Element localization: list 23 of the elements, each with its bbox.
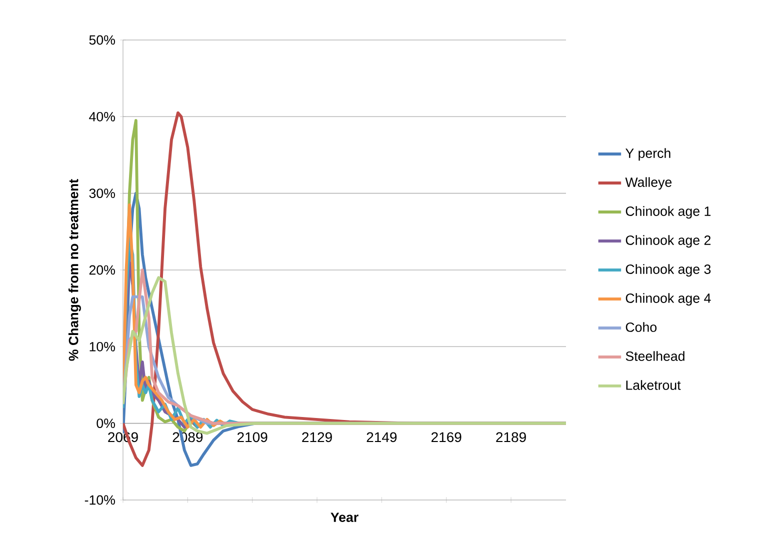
y-tick-label: 30% xyxy=(89,188,115,198)
legend-label: Chinook age 2 xyxy=(626,235,711,248)
y-axis-title: % Change from no treatment xyxy=(68,179,81,361)
x-tick-label: 2149 xyxy=(366,432,397,442)
legend-label: Chinook age 1 xyxy=(626,206,711,219)
x-tick-label: 2189 xyxy=(496,432,526,442)
y-tick-label: 10% xyxy=(90,342,115,352)
legend-label: Chinook age 3 xyxy=(626,264,711,277)
legend-label: Walleye xyxy=(625,177,672,190)
y-tick-label: 50% xyxy=(89,35,115,45)
x-tick-label: 2109 xyxy=(237,432,268,442)
legend-label: Y perch xyxy=(626,148,670,161)
x-axis-title: Year xyxy=(330,512,358,522)
x-tick-label: 2129 xyxy=(302,432,332,442)
legend-label: Laketrout xyxy=(626,380,681,390)
y-tick-label: 20% xyxy=(89,265,115,275)
legend-label: Chinook age 4 xyxy=(626,293,711,306)
legend-label: Coho xyxy=(626,322,657,332)
y-tick-label: 40% xyxy=(89,112,115,122)
legend-label: Steelhead xyxy=(626,351,684,361)
x-tick-label: 2169 xyxy=(432,432,462,442)
y-tick-label: -10% xyxy=(84,495,115,505)
y-tick-label: 0% xyxy=(96,418,115,428)
